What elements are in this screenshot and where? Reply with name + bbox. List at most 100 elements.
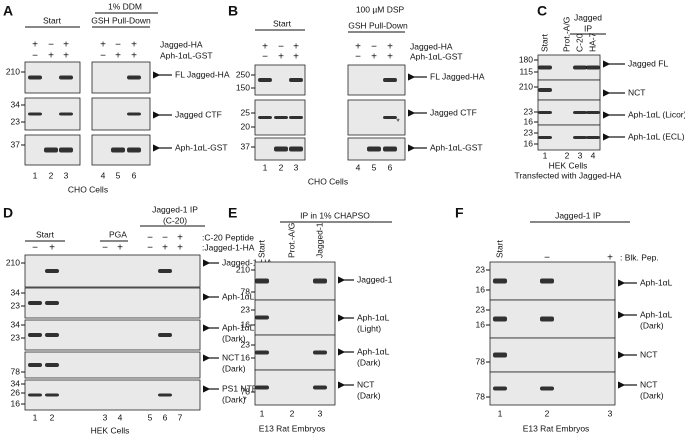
sign: + — [293, 52, 299, 63]
band — [28, 393, 42, 397]
sign: + — [177, 233, 183, 244]
mw-marker: 115 — [519, 66, 533, 76]
panel-letter: E — [228, 205, 237, 221]
blot — [489, 337, 616, 373]
mw-marker: 23 — [241, 304, 251, 314]
sign: + — [262, 42, 268, 53]
sign: + — [355, 42, 361, 53]
mw-marker: 16 — [241, 319, 251, 329]
caption: Transfected with Jagged-HA — [515, 170, 622, 180]
lane-number: 5 — [148, 412, 153, 422]
condition: 100 µM DSP — [356, 4, 405, 14]
band — [289, 78, 303, 82]
band — [127, 75, 141, 80]
mw-marker: 250 — [236, 69, 250, 79]
blot-label: Jagged FL — [628, 58, 668, 68]
band — [127, 147, 141, 153]
band — [493, 352, 507, 358]
sign: + — [131, 40, 137, 51]
lane-number: 6 — [163, 412, 168, 422]
blot-label: Aph-1αL-GST — [175, 142, 228, 152]
band — [586, 111, 600, 114]
sign: + — [387, 42, 393, 53]
mw-marker: 34 — [11, 378, 21, 388]
lane-number: 2 — [279, 162, 284, 172]
mw-marker: 16 — [476, 319, 486, 329]
band — [383, 78, 397, 82]
caption: HEK Cells — [91, 425, 130, 435]
band — [255, 385, 269, 390]
sign: − — [32, 243, 38, 254]
mw-marker: 210 — [236, 264, 250, 274]
band — [59, 147, 73, 153]
mw-marker: 78 — [476, 391, 486, 401]
lane-number: 2 — [565, 150, 570, 160]
panel-letter: B — [228, 3, 238, 19]
treatment-label: :Jagged-1-HA — [202, 242, 255, 252]
group-label: GSH Pull-Down — [348, 20, 408, 30]
lane-number: 3 — [318, 408, 323, 418]
sign: + — [63, 51, 69, 62]
band — [538, 88, 552, 92]
sign: − — [32, 51, 38, 62]
panel-letter: F — [455, 205, 464, 221]
band — [45, 333, 59, 337]
blot-label: FL Jagged-HA — [430, 71, 485, 81]
sign: + — [293, 42, 299, 53]
mw-marker: 210 — [6, 257, 20, 267]
lane-number: 5 — [372, 162, 377, 172]
lane-number: 4 — [101, 170, 106, 180]
blot — [489, 261, 616, 301]
mw-marker: 210 — [519, 81, 533, 91]
blot-label: Aph-1αL (Licor) — [628, 109, 685, 119]
mw-marker: 34 — [11, 287, 21, 297]
band — [45, 393, 59, 397]
blot-label: (Dark) — [640, 320, 664, 330]
blot-label: Jagged CTF — [430, 107, 477, 117]
blot — [91, 61, 151, 94]
blot-label: Aph-1αL — [357, 346, 390, 356]
band — [538, 111, 552, 114]
treatment-label: :C-20 Peptide — [202, 232, 254, 242]
blot-label: Aph-1αL — [640, 309, 673, 319]
mw-marker: 23 — [476, 304, 486, 314]
lane-number: 3 — [294, 162, 299, 172]
blot-label: (Dark) — [222, 333, 246, 343]
blot-label: (Light) — [357, 323, 381, 333]
band — [28, 112, 42, 116]
ip-label: Jagged — [574, 12, 602, 22]
sign: + — [177, 243, 183, 254]
blot-label: (Dark) — [222, 363, 246, 373]
lane-number: 2 — [49, 170, 54, 180]
band — [44, 147, 58, 153]
sign: + — [32, 40, 38, 51]
lane-number: 2 — [290, 408, 295, 418]
blot-label: NCT — [628, 87, 645, 97]
group-label: Start — [43, 15, 62, 25]
mw-marker: 23 — [524, 106, 534, 116]
lane-number: 3 — [578, 150, 583, 160]
band — [540, 316, 554, 322]
mw-marker: 26 — [11, 387, 21, 397]
band — [274, 116, 288, 119]
group-label: GSH Pull-Down — [91, 15, 151, 25]
band — [538, 136, 552, 139]
blot-label: FL Jagged-HA — [175, 69, 230, 79]
panel-letter: C — [537, 3, 547, 19]
sign: − — [48, 40, 54, 51]
blot-label: (Dark) — [357, 357, 381, 367]
condition: 1% DDM — [108, 1, 142, 11]
annotation: * — [396, 116, 400, 126]
band — [573, 65, 587, 70]
column-label: Prot.-A/G — [286, 223, 296, 258]
mw-marker: 20 — [241, 121, 251, 131]
mw-marker: 23 — [11, 116, 21, 126]
caption: CHO Cells — [308, 176, 348, 186]
band — [127, 112, 141, 116]
sign: + — [131, 51, 137, 62]
band — [367, 146, 381, 152]
panel-letter: D — [3, 205, 13, 221]
band — [45, 301, 59, 305]
mw-marker: 150 — [236, 82, 250, 92]
